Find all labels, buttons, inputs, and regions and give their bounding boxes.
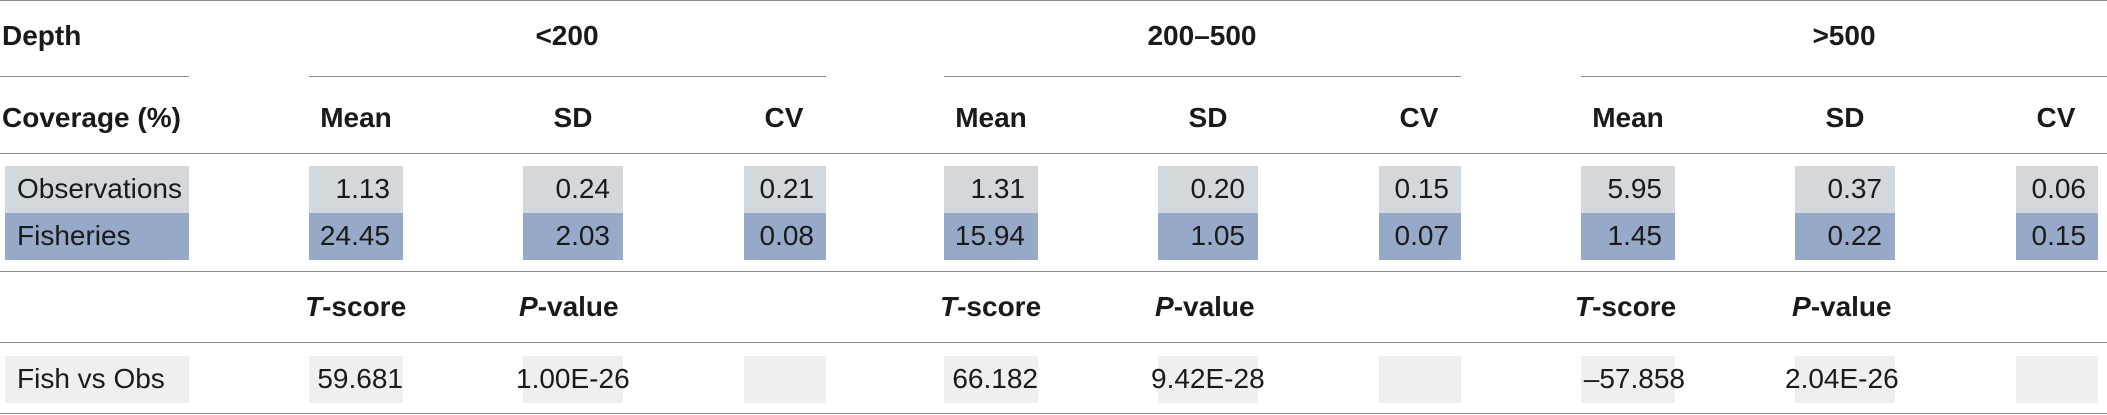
table-cell: 1.31 bbox=[944, 166, 1038, 213]
table-cell bbox=[1379, 356, 1461, 403]
fish-vs-obs-label: Fish vs Obs bbox=[17, 363, 165, 394]
table-cell: –57.858 bbox=[1581, 356, 1685, 403]
fisheries-label-cell: Fisheries bbox=[5, 213, 189, 260]
p-value-header-3: P-value bbox=[1792, 291, 1892, 322]
stat-sd-1: SD bbox=[553, 102, 593, 133]
bottom-rule bbox=[0, 413, 2107, 414]
table-cell: 15.94 bbox=[944, 213, 1038, 260]
table-cell: 2.04E-26 bbox=[1785, 356, 1899, 403]
observations-label-cell: Observations bbox=[5, 166, 189, 213]
table-cell: 0.22 bbox=[1795, 213, 1895, 260]
group-header-200-500: 200–500 bbox=[1147, 20, 1257, 51]
stat-mean-3: Mean bbox=[1592, 102, 1664, 133]
table-cell: 59.681 bbox=[309, 356, 403, 403]
stat-cv-3: CV bbox=[2036, 102, 2076, 133]
group-rule-2 bbox=[944, 76, 1461, 77]
table-cell: 0.24 bbox=[523, 166, 623, 213]
table-cell: 0.15 bbox=[2016, 213, 2098, 260]
data-rule bbox=[0, 271, 2107, 272]
table-cell: 66.182 bbox=[944, 356, 1038, 403]
table-cell: 24.45 bbox=[309, 213, 403, 260]
fish-vs-obs-label-cell: Fish vs Obs bbox=[5, 356, 189, 403]
group-rule-1 bbox=[309, 76, 826, 77]
fisheries-label: Fisheries bbox=[17, 220, 131, 251]
observations-label: Observations bbox=[17, 173, 182, 204]
stat-mean-2: Mean bbox=[955, 102, 1027, 133]
top-rule bbox=[0, 0, 2107, 1]
table-cell: 9.42E-28 bbox=[1151, 356, 1265, 403]
table-cell: 0.08 bbox=[744, 213, 826, 260]
group-header-lt200: <200 bbox=[535, 20, 599, 51]
table-cell: 1.13 bbox=[309, 166, 403, 213]
stats-rule bbox=[0, 153, 2107, 154]
stat-cv-1: CV bbox=[764, 102, 804, 133]
coverage-label: Coverage (%) bbox=[2, 102, 181, 133]
test-header-rule bbox=[0, 342, 2107, 343]
stat-sd-3: SD bbox=[1825, 102, 1865, 133]
p-value-header-1: P-value bbox=[519, 291, 619, 322]
table-cell: 0.07 bbox=[1379, 213, 1461, 260]
table-cell: 0.37 bbox=[1795, 166, 1895, 213]
table-cell: 1.45 bbox=[1581, 213, 1675, 260]
table-cell: 0.20 bbox=[1158, 166, 1258, 213]
t-score-header-1: T-score bbox=[305, 291, 407, 322]
p-value-header-2: P-value bbox=[1155, 291, 1255, 322]
table-cell: 0.21 bbox=[744, 166, 826, 213]
stat-sd-2: SD bbox=[1188, 102, 1228, 133]
stat-mean-1: Mean bbox=[320, 102, 392, 133]
group-rule-3 bbox=[1581, 76, 2107, 77]
stat-cv-2: CV bbox=[1399, 102, 1439, 133]
table-cell: 2.03 bbox=[523, 213, 623, 260]
table-cell: 0.06 bbox=[2016, 166, 2098, 213]
table-cell: 0.15 bbox=[1379, 166, 1461, 213]
table-cell bbox=[2016, 356, 2098, 403]
table-cell: 1.00E-26 bbox=[516, 356, 630, 403]
table-cell: 1.05 bbox=[1158, 213, 1258, 260]
table-cell bbox=[744, 356, 826, 403]
table-cell: 5.95 bbox=[1581, 166, 1675, 213]
depth-rule bbox=[0, 76, 189, 77]
depth-label: Depth bbox=[2, 20, 82, 51]
t-score-header-2: T-score bbox=[940, 291, 1042, 322]
group-header-gt500: >500 bbox=[1812, 20, 1876, 51]
t-score-header-3: T-score bbox=[1575, 291, 1677, 322]
